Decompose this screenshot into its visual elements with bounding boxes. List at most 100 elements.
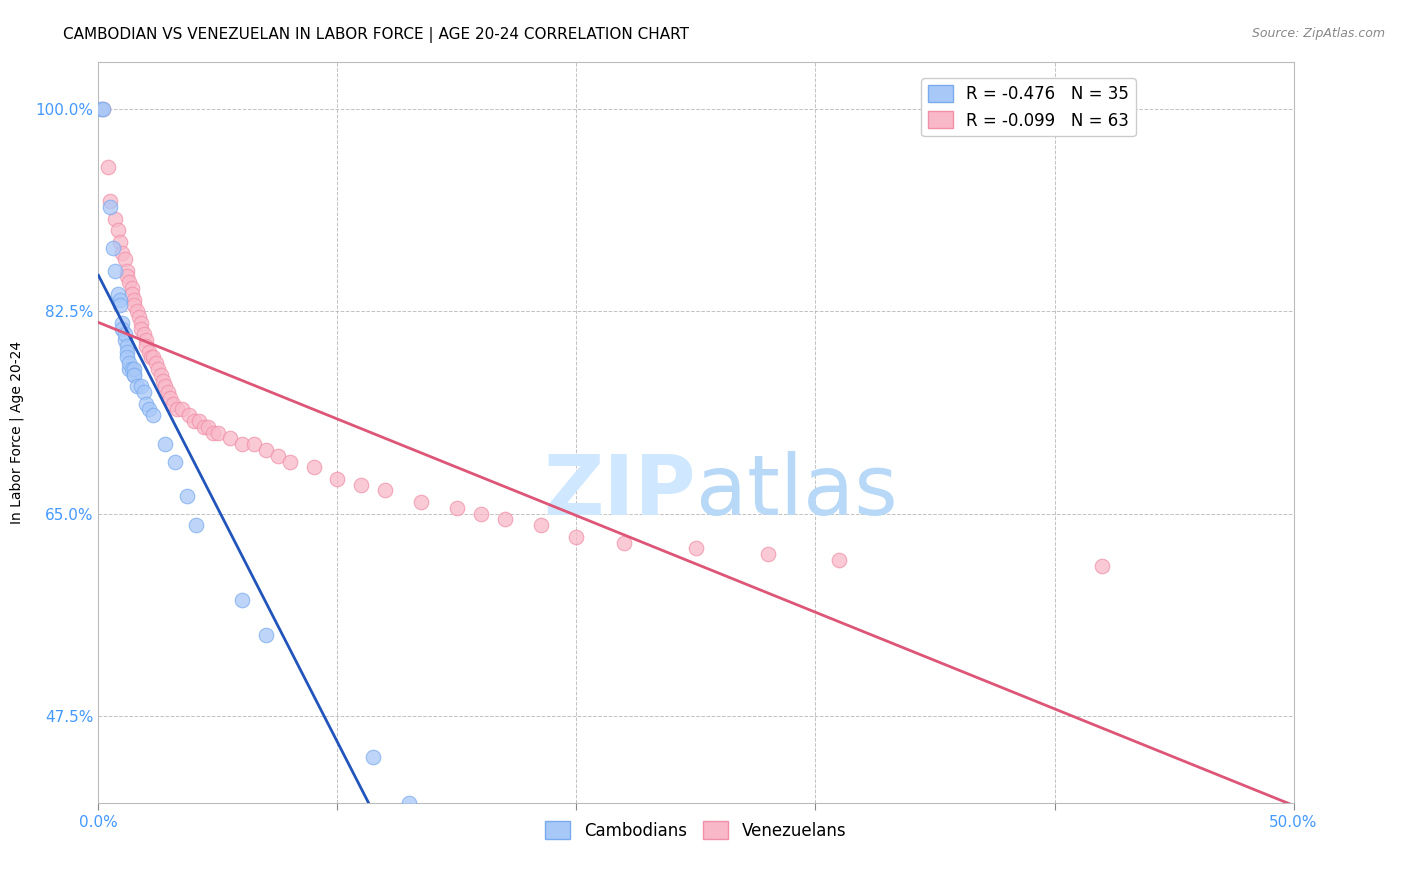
Point <box>172 402 194 417</box>
Point <box>1091 558 1114 573</box>
Point <box>398 796 420 810</box>
Point <box>115 263 138 277</box>
Point <box>121 362 143 376</box>
Point <box>97 160 120 174</box>
Point <box>613 535 636 549</box>
Point <box>118 362 141 376</box>
Point <box>101 240 124 254</box>
Point <box>111 246 134 260</box>
Point <box>187 414 209 428</box>
Point <box>176 489 198 503</box>
Point <box>202 425 225 440</box>
Point <box>363 749 385 764</box>
Point <box>756 547 779 561</box>
Point <box>138 344 160 359</box>
Text: atlas: atlas <box>696 451 897 533</box>
Point <box>197 420 219 434</box>
Point <box>115 269 138 284</box>
Point <box>162 397 184 411</box>
Point <box>115 339 138 353</box>
Point <box>152 374 174 388</box>
Text: CAMBODIAN VS VENEZUELAN IN LABOR FORCE | AGE 20-24 CORRELATION CHART: CAMBODIAN VS VENEZUELAN IN LABOR FORCE |… <box>63 27 689 43</box>
Point <box>149 368 172 382</box>
Point <box>107 286 129 301</box>
Point <box>114 252 136 266</box>
Point <box>139 351 162 365</box>
Point <box>231 593 253 607</box>
Point <box>828 553 851 567</box>
Point <box>326 472 349 486</box>
Point <box>91 102 114 116</box>
Point <box>155 437 177 451</box>
Point <box>254 628 277 642</box>
Point <box>114 327 136 342</box>
Point <box>131 321 153 335</box>
Text: Source: ZipAtlas.com: Source: ZipAtlas.com <box>1251 27 1385 40</box>
Point <box>685 541 707 556</box>
Text: ZIP: ZIP <box>544 451 696 533</box>
Point <box>138 402 160 417</box>
Point <box>132 327 155 342</box>
Point <box>135 397 157 411</box>
Point <box>115 344 138 359</box>
Point <box>124 362 146 376</box>
Point <box>132 385 155 400</box>
Point <box>98 194 122 209</box>
Point <box>142 409 165 423</box>
Point <box>302 460 325 475</box>
Point <box>186 518 208 533</box>
Point <box>254 442 277 457</box>
Point <box>267 449 290 463</box>
Point <box>135 339 157 353</box>
Point <box>179 409 201 423</box>
Point <box>90 102 112 116</box>
Point <box>470 507 492 521</box>
Point <box>121 281 143 295</box>
Point <box>131 316 153 330</box>
Point <box>163 454 186 468</box>
Point <box>183 414 205 428</box>
Point <box>159 391 181 405</box>
Point <box>124 293 146 307</box>
Point <box>243 437 266 451</box>
Point <box>115 351 138 365</box>
Point <box>104 211 127 226</box>
Point <box>124 368 146 382</box>
Legend: Cambodians, Venezuelans: Cambodians, Venezuelans <box>538 814 853 847</box>
Point <box>128 310 150 324</box>
Point <box>148 362 170 376</box>
Point <box>145 356 167 370</box>
Point <box>114 333 136 347</box>
Point <box>98 200 122 214</box>
Point <box>111 321 134 335</box>
Point <box>207 425 229 440</box>
Point <box>374 483 396 498</box>
Point <box>118 356 141 370</box>
Point <box>131 379 153 393</box>
Point <box>193 420 215 434</box>
Point <box>118 275 141 289</box>
Point <box>530 518 553 533</box>
Point <box>124 368 146 382</box>
Point <box>104 263 127 277</box>
Point <box>124 298 146 312</box>
Point <box>121 286 143 301</box>
Point <box>231 437 253 451</box>
Point <box>156 385 179 400</box>
Point <box>155 379 177 393</box>
Y-axis label: In Labor Force | Age 20-24: In Labor Force | Age 20-24 <box>10 341 24 524</box>
Point <box>125 304 148 318</box>
Point <box>108 235 131 249</box>
Point <box>107 223 129 237</box>
Point <box>446 500 468 515</box>
Point <box>494 512 516 526</box>
Point <box>565 530 588 544</box>
Point <box>219 431 242 445</box>
Point <box>108 293 131 307</box>
Point <box>166 402 188 417</box>
Point <box>91 102 114 116</box>
Point <box>111 316 134 330</box>
Point <box>350 477 373 491</box>
Point <box>125 379 148 393</box>
Point <box>135 333 157 347</box>
